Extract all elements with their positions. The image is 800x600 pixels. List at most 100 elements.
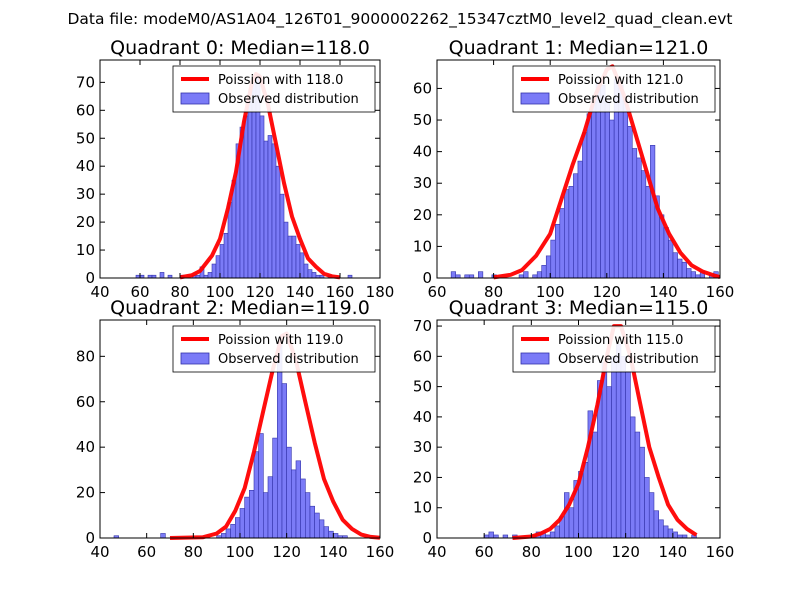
- legend-label-poisson: Poission with 118.0: [218, 73, 343, 88]
- histogram-bar: [601, 362, 608, 539]
- y-tick-label: 0: [422, 529, 432, 547]
- histogram-bar: [159, 272, 165, 279]
- histogram-bar: [253, 451, 259, 539]
- histogram-bar: [644, 477, 650, 539]
- y-tick-label: 0: [422, 269, 432, 287]
- histogram-bar: [283, 221, 289, 279]
- y-tick-label: 70: [76, 73, 95, 91]
- x-tick-label: 120: [272, 543, 301, 561]
- x-tick-label: 100: [536, 283, 565, 301]
- x-tick-label: 140: [286, 283, 315, 301]
- histogram-bar: [219, 244, 225, 279]
- y-tick-label: 40: [413, 408, 432, 426]
- histogram-bar: [611, 356, 617, 539]
- histogram-bar: [549, 531, 556, 539]
- x-tick-label: 180: [366, 283, 395, 301]
- histogram-bar: [160, 533, 166, 539]
- x-tick-label: 80: [484, 283, 503, 301]
- chart-title: Quadrant 2: Median=119.0: [110, 297, 370, 319]
- histogram-bar: [239, 508, 245, 539]
- histogram-bar: [523, 271, 529, 279]
- histogram-bar: [625, 371, 631, 539]
- y-tick-label: 30: [76, 185, 95, 203]
- histogram-bar: [309, 505, 315, 539]
- y-tick-label: 30: [413, 438, 432, 456]
- x-tick-label: 80: [522, 543, 541, 561]
- legend-bar-swatch: [520, 352, 550, 365]
- histogram-bar: [279, 193, 285, 279]
- histogram-bar: [295, 460, 301, 539]
- x-tick-label: 100: [206, 283, 235, 301]
- histogram-bar: [631, 148, 638, 279]
- chart-title: Quadrant 3: Median=115.0: [449, 297, 709, 319]
- legend-label-poisson: Poission with 115.0: [558, 333, 683, 348]
- histogram-bar: [620, 356, 626, 539]
- histogram-bar: [622, 100, 629, 279]
- histogram-bar: [488, 531, 494, 539]
- y-tick-label: 60: [76, 393, 95, 411]
- y-tick-label: 40: [76, 157, 95, 175]
- y-tick-label: 50: [413, 111, 432, 129]
- histogram-bar: [677, 258, 683, 279]
- histogram-bar: [263, 492, 269, 539]
- histogram-bar: [281, 383, 287, 539]
- y-tick-label: 40: [413, 143, 432, 161]
- histogram-bar: [541, 265, 547, 279]
- histogram-bar: [272, 437, 278, 539]
- histogram-bar: [235, 517, 241, 539]
- histogram-bar: [536, 271, 543, 279]
- axes-frame: [99, 59, 381, 279]
- legend: Poission with 119.0 Observed distribution: [172, 325, 376, 373]
- histogram-bar: [207, 272, 213, 279]
- legend-label-observed: Observed distribution: [218, 92, 359, 107]
- x-tick-label: 140: [319, 543, 348, 561]
- histogram-bar: [667, 528, 674, 539]
- x-tick-label: 160: [706, 283, 735, 301]
- histogram-bar: [314, 512, 320, 539]
- histogram-bar: [586, 113, 592, 279]
- histogram-bar: [653, 510, 659, 539]
- x-tick-label: 40: [90, 283, 109, 301]
- legend-label-observed: Observed distribution: [218, 352, 359, 367]
- histogram-bar: [559, 208, 565, 279]
- x-tick-label: 100: [564, 543, 593, 561]
- chart-title: Quadrant 0: Median=118.0: [110, 37, 370, 59]
- y-tick-label: 0: [85, 269, 95, 287]
- x-tick-label: 60: [427, 283, 446, 301]
- histogram-bar: [267, 476, 273, 539]
- histogram-bar: [630, 416, 636, 539]
- histogram-bar: [275, 165, 281, 279]
- histogram-bar: [259, 115, 265, 279]
- histogram-bar: [244, 496, 250, 539]
- histogram-bar: [227, 202, 233, 279]
- histogram-bar: [591, 97, 597, 279]
- x-tick-label: 60: [130, 283, 149, 301]
- histogram-bar: [230, 524, 236, 539]
- histogram-bar: [300, 478, 306, 539]
- histogram-bar: [568, 507, 575, 539]
- histogram-bar: [291, 235, 297, 279]
- histogram-bar: [615, 343, 622, 539]
- y-tick-label: 20: [76, 213, 95, 231]
- histogram-bar: [627, 126, 633, 279]
- histogram-bar: [645, 186, 651, 279]
- legend-label-observed: Observed distribution: [558, 92, 699, 107]
- y-tick-label: 10: [76, 241, 95, 259]
- x-tick-label: 40: [90, 543, 109, 561]
- histogram-bar: [681, 261, 687, 279]
- histogram-bar: [243, 115, 249, 279]
- y-tick-label: 0: [85, 529, 95, 547]
- histogram-bar: [286, 446, 292, 539]
- x-tick-label: 160: [366, 543, 395, 561]
- y-tick-label: 50: [76, 129, 95, 147]
- histogram-bar: [604, 100, 610, 279]
- histogram-bar: [333, 533, 339, 539]
- histogram-bar: [634, 431, 641, 539]
- y-tick-label: 60: [413, 347, 432, 365]
- histogram-bar: [221, 533, 227, 539]
- x-tick-label: 140: [649, 283, 678, 301]
- quadrant-0-chart: Quadrant 0: Median=118.040 60 80 100 120 140 1…: [76, 37, 394, 301]
- histogram-bar: [618, 84, 624, 279]
- histogram-bar: [311, 272, 317, 279]
- histogram-bar: [639, 446, 645, 539]
